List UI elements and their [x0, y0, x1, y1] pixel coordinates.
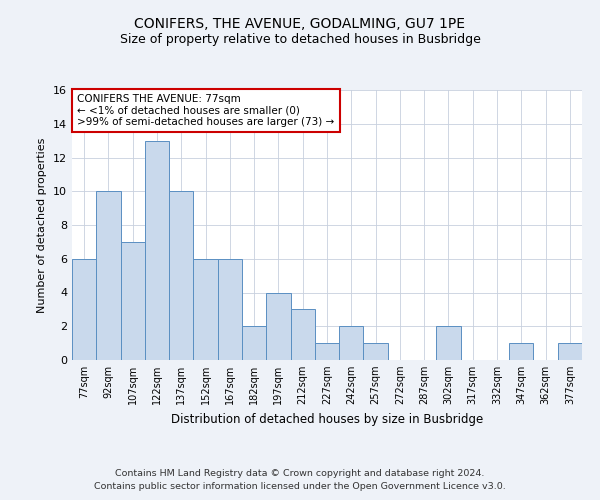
Text: Size of property relative to detached houses in Busbridge: Size of property relative to detached ho…: [119, 32, 481, 46]
Bar: [558, 343, 582, 360]
Bar: [339, 326, 364, 360]
Text: Contains public sector information licensed under the Open Government Licence v3: Contains public sector information licen…: [94, 482, 506, 491]
Bar: [364, 343, 388, 360]
Text: CONIFERS THE AVENUE: 77sqm
← <1% of detached houses are smaller (0)
>99% of semi: CONIFERS THE AVENUE: 77sqm ← <1% of deta…: [77, 94, 334, 127]
X-axis label: Distribution of detached houses by size in Busbridge: Distribution of detached houses by size …: [171, 412, 483, 426]
Bar: [169, 191, 193, 360]
Bar: [121, 242, 145, 360]
Bar: [193, 259, 218, 360]
Text: Contains HM Land Registry data © Crown copyright and database right 2024.: Contains HM Land Registry data © Crown c…: [115, 468, 485, 477]
Bar: [290, 310, 315, 360]
Bar: [315, 343, 339, 360]
Text: CONIFERS, THE AVENUE, GODALMING, GU7 1PE: CONIFERS, THE AVENUE, GODALMING, GU7 1PE: [134, 18, 466, 32]
Bar: [242, 326, 266, 360]
Bar: [218, 259, 242, 360]
Bar: [266, 292, 290, 360]
Bar: [436, 326, 461, 360]
Bar: [72, 259, 96, 360]
Y-axis label: Number of detached properties: Number of detached properties: [37, 138, 47, 312]
Bar: [96, 191, 121, 360]
Bar: [509, 343, 533, 360]
Bar: [145, 140, 169, 360]
